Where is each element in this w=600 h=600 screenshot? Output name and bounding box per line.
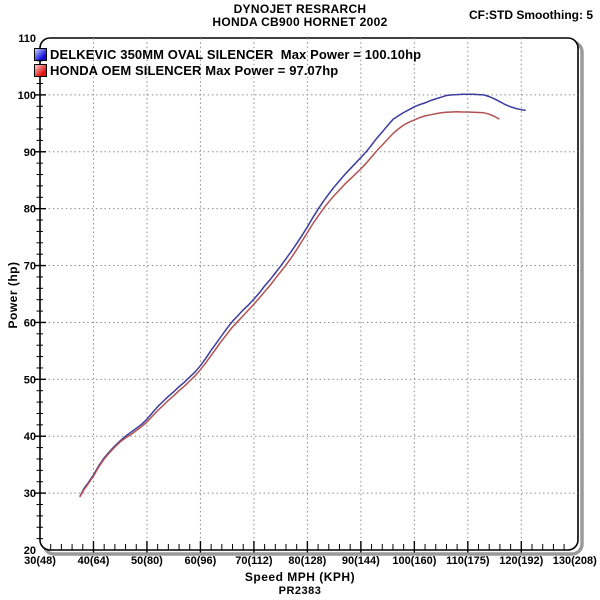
run-id-label: PR2383 (278, 585, 322, 597)
y-tick-label: 100 (18, 90, 36, 102)
y-axis-title: Power (hp) (6, 261, 20, 329)
title-line-1: DYNOJET RESRARCH (233, 2, 367, 16)
legend-item-honda-oem: HONDA OEM SILENCER Max Power = 97.07hp (34, 62, 421, 78)
power-curve-delkevic (79, 93, 526, 497)
x-tick-label: 30(48) (24, 555, 56, 567)
title-line-2: HONDA CB900 HORNET 2002 (212, 15, 388, 29)
legend-label: HONDA OEM SILENCER Max Power = 97.07hp (50, 62, 339, 78)
legend-swatch-blue (34, 47, 47, 61)
x-tick-label: 50(80) (131, 555, 163, 567)
chart-title-block: DYNOJET RESRARCH HONDA CB900 HORNET 2002 (0, 3, 600, 29)
legend-item-delkevic: DELKEVIC 350MM OVAL SILENCER Max Power =… (34, 46, 421, 62)
y-tick-label: 90 (24, 147, 36, 159)
x-tick-label: 70(112) (235, 555, 273, 567)
x-tick-label: 90(144) (342, 555, 380, 567)
x-tick-label: 130(208) (553, 555, 597, 567)
x-tick-label: 100(160) (392, 555, 436, 567)
y-tick-label: 50 (24, 374, 36, 386)
power-curve-honda-oem (79, 110, 500, 498)
y-tick-label: 60 (24, 317, 36, 329)
x-tick-label: 110(175) (446, 555, 490, 567)
y-tick-label: 20 (24, 545, 36, 557)
legend-label: DELKEVIC 350MM OVAL SILENCER Max Power =… (50, 46, 422, 62)
y-tick-label: 110 (18, 33, 36, 45)
y-tick-label: 80 (24, 204, 36, 216)
y-tick-label: 40 (24, 431, 36, 443)
legend-swatch-red (34, 63, 47, 77)
y-tick-label: 30 (24, 488, 36, 500)
x-axis-title: Speed MPH (KPH) (244, 570, 356, 584)
x-tick-label: 120(192) (499, 555, 543, 567)
chart-legend: DELKEVIC 350MM OVAL SILENCER Max Power =… (34, 46, 421, 78)
plot-border (39, 37, 579, 551)
smoothing-setting-label: CF:STD Smoothing: 5 (469, 8, 593, 22)
x-tick-label: 80(128) (288, 555, 326, 567)
x-tick-label: 60(96) (185, 555, 217, 567)
x-tick-label: 40(64) (78, 555, 110, 567)
y-tick-label: 70 (24, 261, 36, 273)
